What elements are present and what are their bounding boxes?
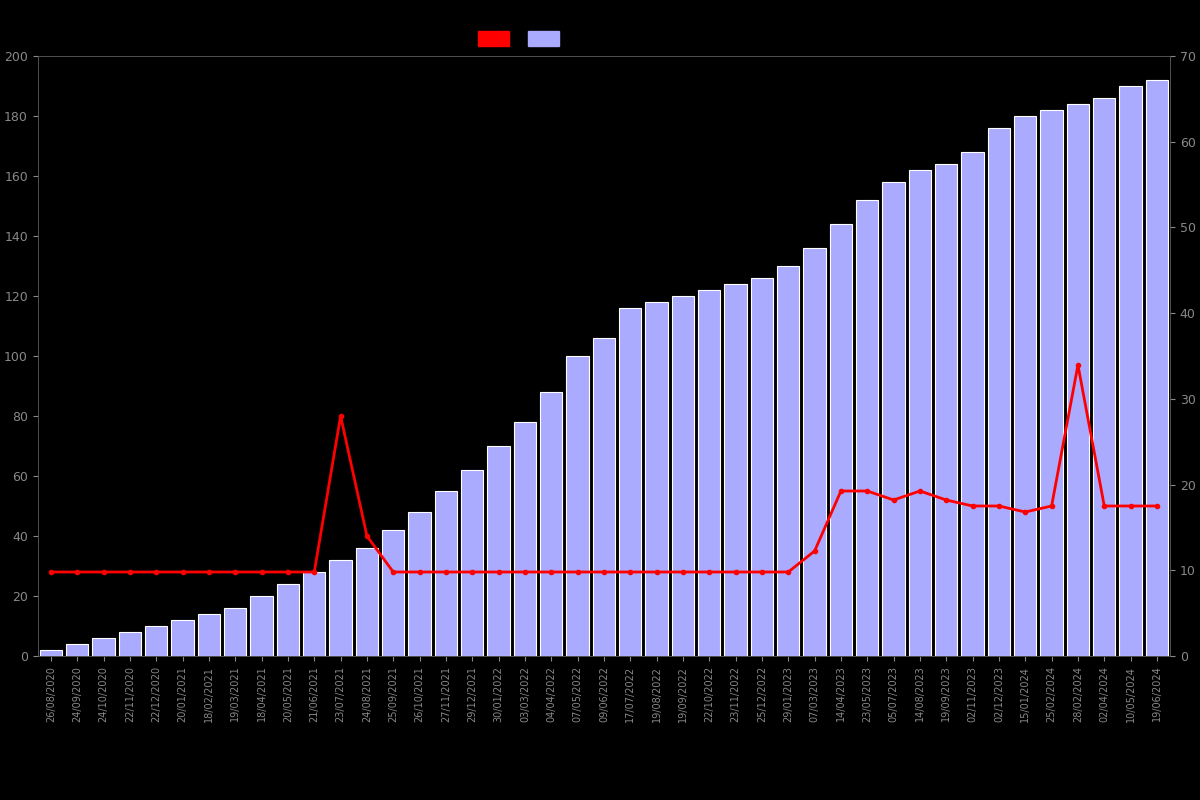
Bar — [461, 470, 484, 656]
Bar — [1120, 86, 1142, 656]
Bar — [1014, 116, 1037, 656]
Bar — [382, 530, 404, 656]
Bar — [487, 446, 510, 656]
Bar — [566, 356, 589, 656]
Bar — [882, 182, 905, 656]
Bar — [1040, 110, 1063, 656]
Bar — [1067, 104, 1090, 656]
Bar — [725, 284, 746, 656]
Bar — [304, 572, 325, 656]
Bar — [646, 302, 667, 656]
Bar — [856, 200, 878, 656]
Bar — [778, 266, 799, 656]
Bar — [593, 338, 616, 656]
Bar — [145, 626, 168, 656]
Bar — [251, 596, 272, 656]
Bar — [804, 248, 826, 656]
Bar — [908, 170, 931, 656]
Bar — [988, 128, 1010, 656]
Bar — [1146, 80, 1168, 656]
Bar — [66, 644, 89, 656]
Bar — [514, 422, 536, 656]
Bar — [92, 638, 115, 656]
Bar — [355, 548, 378, 656]
Bar — [434, 491, 457, 656]
Bar — [119, 632, 142, 656]
Bar — [408, 512, 431, 656]
Bar — [330, 560, 352, 656]
Bar — [277, 584, 299, 656]
Bar — [198, 614, 220, 656]
Bar — [540, 392, 563, 656]
Bar — [40, 650, 62, 656]
Bar — [672, 296, 694, 656]
Bar — [698, 290, 720, 656]
Bar — [935, 164, 958, 656]
Bar — [829, 224, 852, 656]
Bar — [1093, 98, 1116, 656]
Bar — [751, 278, 773, 656]
Bar — [172, 620, 193, 656]
Bar — [224, 608, 246, 656]
Bar — [619, 308, 642, 656]
Legend: , : , — [478, 30, 571, 46]
Bar — [961, 152, 984, 656]
